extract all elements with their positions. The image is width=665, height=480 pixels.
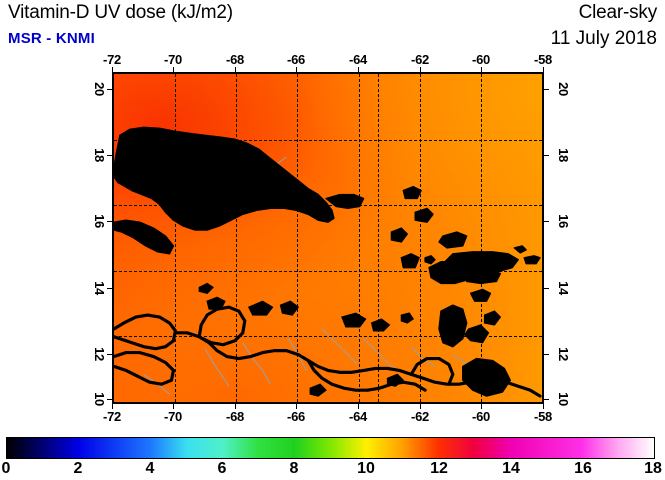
tick-top-2 <box>235 67 236 72</box>
axis-label-left-1: 18 <box>92 148 107 162</box>
axis-label-bottom-7: -58 <box>534 409 552 424</box>
colorbar-label-2: 4 <box>145 460 155 477</box>
tick-top-3 <box>296 67 297 72</box>
tick-left-3 <box>107 288 112 289</box>
tick-right-2 <box>544 221 549 222</box>
tick-top-6 <box>481 67 482 72</box>
tick-left-2 <box>107 221 112 222</box>
axis-label-bottom-6: -60 <box>472 409 490 424</box>
axis-label-left-2: 16 <box>92 214 107 228</box>
tick-right-1 <box>544 155 549 156</box>
page-title: Vitamin-D UV dose (kJ/m2) <box>8 2 233 23</box>
colorbar-label-1: 2 <box>73 460 83 477</box>
tick-bottom-4 <box>358 404 359 409</box>
data-source-label: MSR - KNMI <box>8 30 95 47</box>
axis-label-bottom-3: -66 <box>287 409 305 424</box>
axis-label-top-7: -58 <box>534 52 552 67</box>
axis-label-bottom-1: -70 <box>164 409 182 424</box>
uv-dose-heatmap <box>114 74 542 402</box>
axis-label-top-6: -60 <box>472 52 490 67</box>
colorbar-label-8: 16 <box>574 460 592 477</box>
tick-top-1 <box>173 67 174 72</box>
tick-top-4 <box>358 67 359 72</box>
colorbar-label-5: 10 <box>357 460 375 477</box>
coastline-shapes <box>114 126 541 397</box>
tick-bottom-0 <box>112 404 113 409</box>
colorbar-label-3: 6 <box>217 460 227 477</box>
axis-label-right-0: 20 <box>556 82 571 96</box>
south-america-islands <box>198 282 502 397</box>
axis-label-right-1: 18 <box>556 148 571 162</box>
tick-left-0 <box>107 89 112 90</box>
colorbar-label-4: 8 <box>289 460 299 477</box>
tick-bottom-1 <box>173 404 174 409</box>
axis-label-top-4: -64 <box>349 52 367 67</box>
map-coastlines <box>114 126 542 398</box>
tick-right-0 <box>544 89 549 90</box>
tick-top-0 <box>112 67 113 72</box>
map-plot-area <box>112 72 544 404</box>
axis-label-top-1: -70 <box>164 52 182 67</box>
axis-label-bottom-5: -62 <box>411 409 429 424</box>
colorbar-label-9: 18 <box>644 460 662 477</box>
colorbar <box>6 437 655 459</box>
tick-right-4 <box>544 354 549 355</box>
date-label: 11 July 2018 <box>550 28 657 49</box>
colorbar-label-0: 0 <box>1 460 11 477</box>
axis-label-right-4: 12 <box>556 347 571 361</box>
tick-bottom-5 <box>420 404 421 409</box>
tick-bottom-3 <box>296 404 297 409</box>
tick-bottom-6 <box>481 404 482 409</box>
axis-label-left-0: 20 <box>92 82 107 96</box>
colorbar-label-7: 14 <box>502 460 520 477</box>
axis-label-right-5: 10 <box>556 392 571 406</box>
tick-left-5 <box>107 399 112 400</box>
axis-label-top-0: -72 <box>103 52 121 67</box>
axis-label-left-4: 12 <box>92 347 107 361</box>
south-america-coastline <box>114 305 542 398</box>
tick-left-1 <box>107 155 112 156</box>
axis-label-top-5: -62 <box>411 52 429 67</box>
tick-right-3 <box>544 288 549 289</box>
uv-dose-field <box>114 74 542 402</box>
axis-label-left-3: 14 <box>92 281 107 295</box>
axis-label-bottom-4: -64 <box>349 409 367 424</box>
axis-label-bottom-2: -68 <box>226 409 244 424</box>
sky-condition-label: Clear-sky <box>578 2 658 23</box>
tick-top-5 <box>420 67 421 72</box>
axis-label-top-2: -68 <box>226 52 244 67</box>
tick-bottom-7 <box>543 404 544 409</box>
axis-label-top-3: -66 <box>287 52 305 67</box>
axis-label-bottom-0: -72 <box>103 409 121 424</box>
colorbar-label-6: 12 <box>430 460 448 477</box>
tick-bottom-2 <box>235 404 236 409</box>
colorbar-gradient <box>6 437 655 459</box>
axis-label-left-5: 10 <box>92 392 107 406</box>
axis-label-right-2: 16 <box>556 214 571 228</box>
tick-left-4 <box>107 354 112 355</box>
tick-right-5 <box>544 399 549 400</box>
tick-top-7 <box>543 67 544 72</box>
axis-label-right-3: 14 <box>556 281 571 295</box>
